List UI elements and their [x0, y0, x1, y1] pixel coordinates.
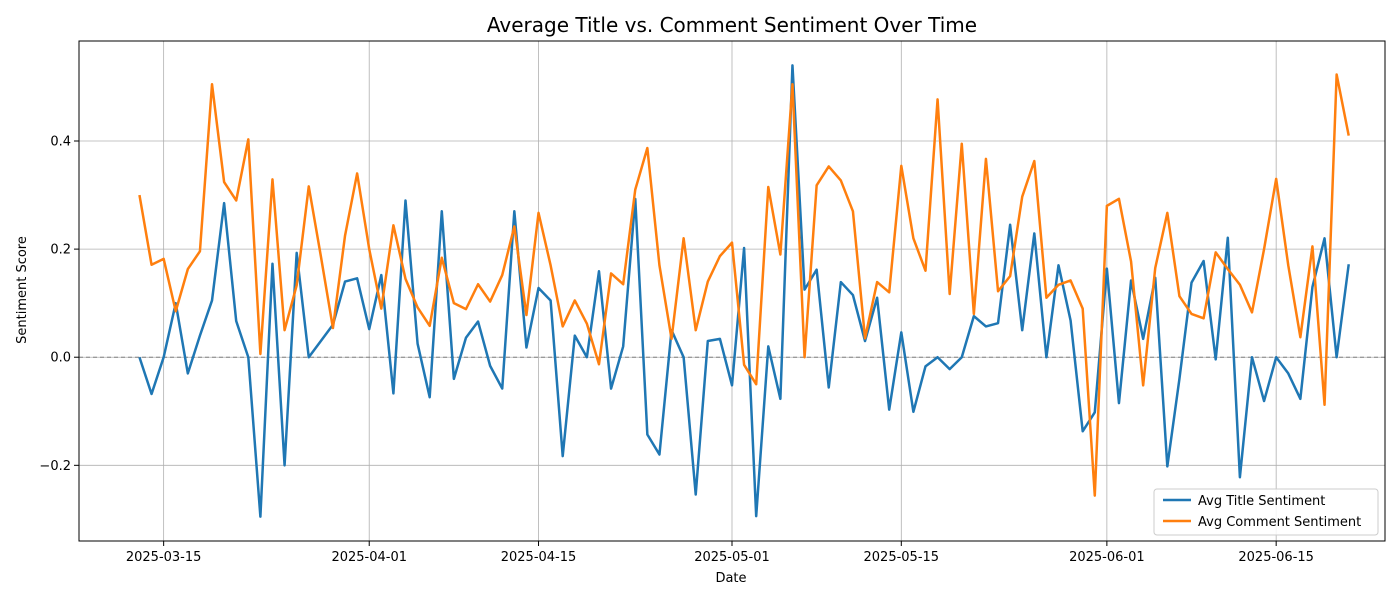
- x-tick-label: 2025-06-01: [1069, 550, 1145, 565]
- y-axis-label: Sentiment Score: [15, 236, 30, 344]
- x-axis-label: Date: [715, 571, 746, 586]
- x-tick-label: 2025-05-01: [694, 550, 770, 565]
- chart-title: Average Title vs. Comment Sentiment Over…: [487, 13, 977, 37]
- series-line-comment: [138, 73, 1350, 497]
- x-tick-label: 2025-06-15: [1238, 550, 1314, 565]
- legend: Avg Title Sentiment Avg Comment Sentimen…: [1153, 488, 1379, 536]
- series-line-title: [138, 64, 1350, 518]
- series-layer: [138, 64, 1350, 518]
- legend-box: [1153, 488, 1379, 536]
- x-tick-label: 2025-04-01: [331, 550, 407, 565]
- y-tick-label: 0.0: [50, 351, 71, 366]
- legend-label-comment: Avg Comment Sentiment: [1198, 515, 1361, 530]
- legend-label-title: Avg Title Sentiment: [1198, 494, 1325, 509]
- y-tick-label: −0.2: [39, 459, 71, 474]
- x-tick-label: 2025-04-15: [501, 550, 577, 565]
- y-tick-label: 0.4: [50, 135, 71, 150]
- y-tick-label: 0.2: [50, 243, 71, 258]
- x-tick-label: 2025-05-15: [864, 550, 940, 565]
- x-tick-label: 2025-03-15: [126, 550, 202, 565]
- tick-layer: 2025-03-15 2025-04-01 2025-04-15 2025-05-01…: [39, 135, 1314, 566]
